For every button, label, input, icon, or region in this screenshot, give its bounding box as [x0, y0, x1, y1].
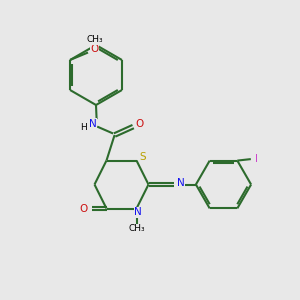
- Text: N: N: [134, 207, 142, 217]
- Text: I: I: [255, 154, 258, 164]
- Text: O: O: [91, 44, 99, 55]
- Text: N: N: [89, 118, 97, 129]
- Text: S: S: [140, 152, 146, 162]
- Text: O: O: [79, 203, 87, 214]
- Text: N: N: [177, 178, 184, 188]
- Text: CH₃: CH₃: [128, 224, 145, 233]
- Text: H: H: [80, 123, 87, 132]
- Text: O: O: [136, 119, 144, 129]
- Text: CH₃: CH₃: [86, 35, 103, 44]
